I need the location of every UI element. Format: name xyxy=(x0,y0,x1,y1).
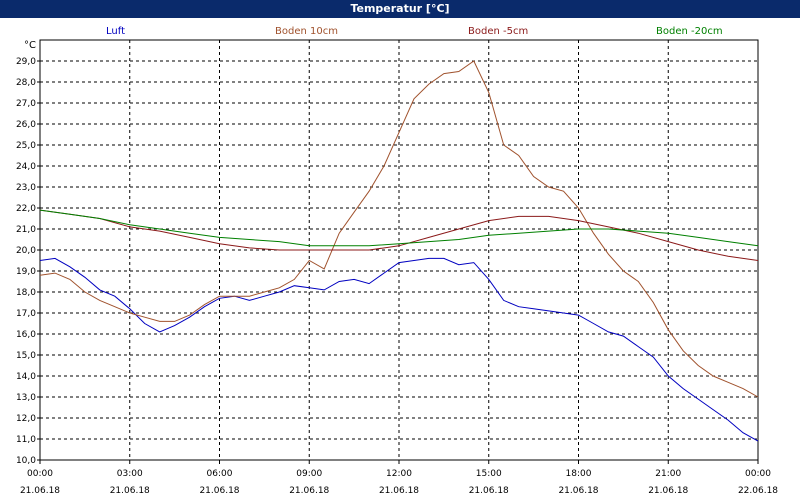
x-tick-date: 21.06.18 xyxy=(110,486,150,496)
x-tick-time: 21:00 xyxy=(655,469,681,479)
legend-boden-minus-5cm: Boden -5cm xyxy=(468,26,529,37)
x-tick-time: 03:00 xyxy=(117,469,143,479)
y-tick-label: 11,0 xyxy=(16,435,36,445)
y-tick-label: 17,0 xyxy=(16,309,36,319)
x-tick-time: 06:00 xyxy=(207,469,233,479)
y-tick-label: 14,0 xyxy=(16,372,36,382)
y-tick-label: 15,0 xyxy=(16,351,36,361)
y-tick-label: 22,0 xyxy=(16,204,36,214)
x-tick-time: 09:00 xyxy=(296,469,322,479)
x-tick-date: 21.06.18 xyxy=(469,486,509,496)
y-tick-label: 16,0 xyxy=(16,330,36,340)
y-tick-label: 28,0 xyxy=(16,78,36,88)
x-tick-date: 22.06.18 xyxy=(738,486,778,496)
x-tick-time: 00:00 xyxy=(27,469,53,479)
y-tick-label: 10,0 xyxy=(16,456,36,466)
x-tick-time: 18:00 xyxy=(566,469,592,479)
legend-boden-minus-20cm: Boden -20cm xyxy=(656,26,723,37)
x-tick-time: 00:00 xyxy=(745,469,771,479)
y-tick-label: 21,0 xyxy=(16,225,36,235)
x-tick-date: 21.06.18 xyxy=(199,486,239,496)
legend-luft: Luft xyxy=(106,26,125,37)
x-tick-date: 21.06.18 xyxy=(379,486,419,496)
y-tick-label: 23,0 xyxy=(16,183,36,193)
y-tick-label: 12,0 xyxy=(16,414,36,424)
y-tick-label: 24,0 xyxy=(16,162,36,172)
x-tick-date: 21.06.18 xyxy=(648,486,688,496)
y-unit-label: °C xyxy=(24,40,36,51)
series-line-boden-5cm xyxy=(39,209,759,261)
y-tick-label: 25,0 xyxy=(16,141,36,151)
y-tick-label: 19,0 xyxy=(16,267,36,277)
y-tick-label: 20,0 xyxy=(16,246,36,256)
y-tick-label: 29,0 xyxy=(16,57,36,67)
x-tick-time: 12:00 xyxy=(386,469,412,479)
y-tick-label: 27,0 xyxy=(16,99,36,109)
y-tick-label: 13,0 xyxy=(16,393,36,403)
x-tick-time: 15:00 xyxy=(476,469,502,479)
y-tick-label: 26,0 xyxy=(16,120,36,130)
x-tick-date: 21.06.18 xyxy=(289,486,329,496)
legend-boden-10cm: Boden 10cm xyxy=(275,26,338,37)
series-line-boden-20cm xyxy=(39,209,759,247)
x-tick-date: 21.06.18 xyxy=(558,486,598,496)
chart-title: Temperatur [°C] xyxy=(0,0,800,18)
y-tick-label: 18,0 xyxy=(16,288,36,298)
x-tick-date: 21.06.18 xyxy=(20,486,60,496)
series-line-boden-10cm xyxy=(39,60,759,398)
series-line-luft xyxy=(39,257,759,442)
